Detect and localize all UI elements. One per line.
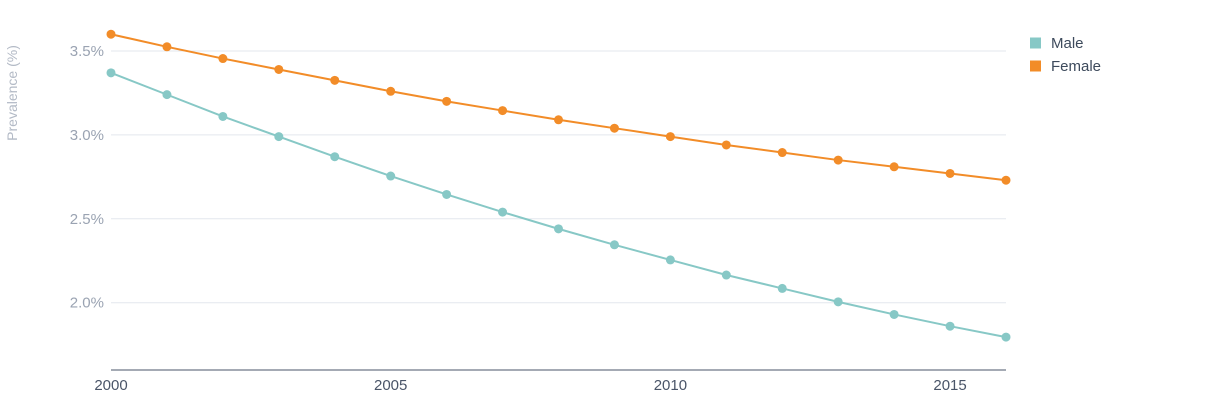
data-point-male: [330, 152, 340, 162]
y-axis-title: Prevalence (%): [4, 45, 20, 141]
legend-label-female: Female: [1051, 58, 1101, 75]
data-point-male: [609, 240, 619, 250]
data-point-male: [274, 132, 284, 142]
data-point-male: [218, 111, 228, 121]
data-point-female: [498, 106, 508, 116]
x-tick-label: 2000: [94, 377, 127, 394]
data-point-female: [386, 86, 396, 96]
data-point-male: [945, 321, 955, 331]
data-point-female: [218, 54, 228, 64]
data-point-female: [554, 115, 563, 125]
legend: Male Female: [1030, 35, 1101, 75]
y-tick-label: 2.0%: [70, 295, 104, 312]
data-point-female: [945, 168, 955, 178]
x-tick-label: 2015: [933, 377, 966, 394]
axes: 3.5% 3.0% 2.5% 2.0% 2000 2005 2010 2015: [70, 43, 1006, 394]
data-point-female: [833, 155, 843, 165]
data-point-male: [442, 189, 452, 199]
data-point-male: [889, 309, 899, 319]
data-point-female: [665, 132, 675, 142]
data-point-female: [274, 64, 284, 74]
data-point-male: [833, 297, 843, 307]
data-point-female: [442, 96, 452, 106]
data-point-female: [330, 75, 340, 85]
gridlines: [111, 50, 1006, 304]
data-point-male: [665, 255, 675, 265]
legend-swatch-female: [1030, 60, 1041, 72]
y-tick-label: 2.5%: [70, 211, 104, 228]
data-point-female: [721, 140, 731, 150]
data-point-male: [386, 171, 396, 181]
series-line-male: [110, 71, 1007, 339]
data-point-male: [721, 270, 731, 280]
series: [106, 29, 1011, 342]
legend-label-male: Male: [1051, 35, 1084, 52]
data-point-male: [1001, 332, 1011, 342]
data-point-female: [777, 148, 787, 158]
x-tick-label: 2005: [374, 377, 407, 394]
y-tick-label: 3.0%: [70, 127, 104, 144]
x-tick-label: 2010: [654, 377, 687, 394]
data-point-female: [106, 29, 116, 39]
series-line-female: [110, 33, 1007, 182]
data-point-female: [609, 123, 619, 133]
data-point-male: [162, 90, 172, 100]
data-point-male: [554, 224, 563, 234]
data-point-male: [777, 283, 787, 293]
data-point-female: [889, 162, 899, 172]
data-point-male: [498, 207, 508, 217]
data-point-female: [162, 42, 172, 52]
y-tick-label: 3.5%: [70, 43, 104, 60]
data-point-male: [106, 68, 116, 78]
legend-swatch-male: [1030, 37, 1041, 49]
data-point-female: [1001, 175, 1011, 185]
